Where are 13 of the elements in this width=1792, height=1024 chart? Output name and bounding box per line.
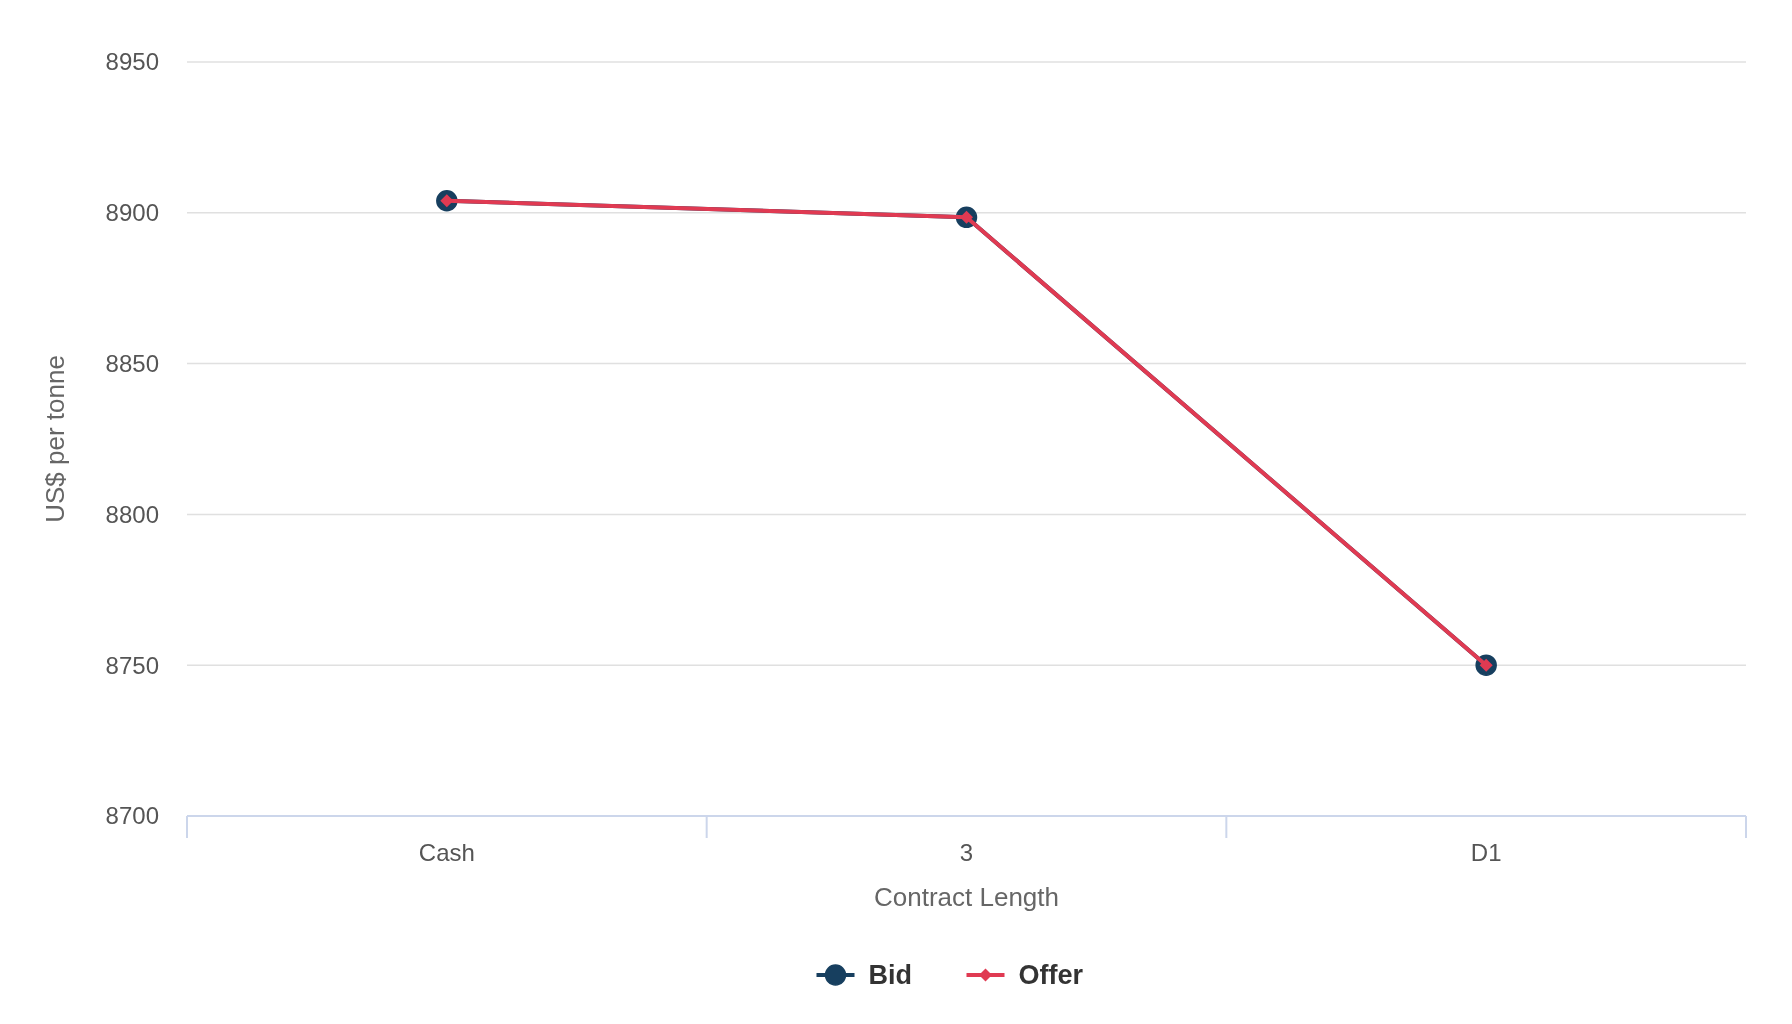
legend-label: Offer — [1018, 960, 1084, 991]
y-tick-label: 8750 — [105, 651, 159, 679]
legend-label: Bid — [868, 960, 912, 991]
y-tick-label: 8950 — [105, 48, 159, 76]
y-tick-label: 8800 — [105, 500, 159, 528]
x-tick-label: Cash — [418, 839, 475, 866]
y-axis-title: US$ per tonne — [40, 355, 70, 523]
x-axis-title: Contract Length — [873, 882, 1060, 912]
x-tick-label: D1 — [1470, 839, 1502, 866]
y-tick-label: 8900 — [105, 199, 159, 227]
y-tick-label: 8700 — [105, 802, 159, 830]
y-tick-label: 8850 — [105, 350, 159, 377]
x-tick-label: 3 — [959, 839, 974, 866]
